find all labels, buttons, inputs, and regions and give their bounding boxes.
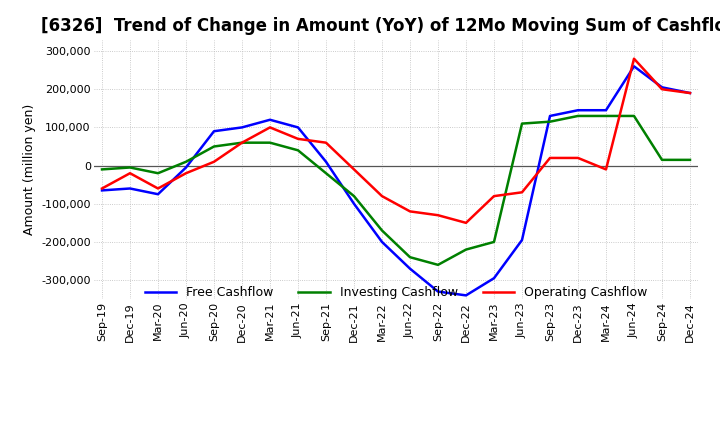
Operating Cashflow	[462, 220, 470, 225]
Operating Cashflow	[574, 155, 582, 161]
Investing Cashflow	[405, 255, 414, 260]
Operating Cashflow	[490, 194, 498, 199]
Investing Cashflow	[294, 148, 302, 153]
Operating Cashflow	[98, 186, 107, 191]
Investing Cashflow	[433, 262, 442, 268]
Operating Cashflow	[181, 171, 190, 176]
Free Cashflow	[126, 186, 135, 191]
Line: Investing Cashflow: Investing Cashflow	[102, 116, 690, 265]
Free Cashflow	[98, 188, 107, 193]
Operating Cashflow	[238, 140, 246, 145]
Free Cashflow	[238, 125, 246, 130]
Investing Cashflow	[153, 171, 162, 176]
Operating Cashflow	[153, 186, 162, 191]
Legend: Free Cashflow, Investing Cashflow, Operating Cashflow: Free Cashflow, Investing Cashflow, Opera…	[140, 282, 652, 304]
Investing Cashflow	[322, 171, 330, 176]
Free Cashflow	[685, 90, 694, 95]
Operating Cashflow	[546, 155, 554, 161]
Free Cashflow	[350, 201, 359, 206]
Investing Cashflow	[462, 247, 470, 252]
Investing Cashflow	[238, 140, 246, 145]
Operating Cashflow	[630, 56, 639, 61]
Investing Cashflow	[518, 121, 526, 126]
Investing Cashflow	[210, 144, 218, 149]
Investing Cashflow	[490, 239, 498, 245]
Operating Cashflow	[657, 87, 666, 92]
Free Cashflow	[433, 289, 442, 294]
Operating Cashflow	[294, 136, 302, 142]
Operating Cashflow	[433, 213, 442, 218]
Title: [6326]  Trend of Change in Amount (YoY) of 12Mo Moving Sum of Cashflows: [6326] Trend of Change in Amount (YoY) o…	[41, 17, 720, 35]
Operating Cashflow	[685, 90, 694, 95]
Investing Cashflow	[685, 157, 694, 162]
Free Cashflow	[153, 191, 162, 197]
Operating Cashflow	[210, 159, 218, 165]
Free Cashflow	[210, 128, 218, 134]
Operating Cashflow	[350, 167, 359, 172]
Free Cashflow	[602, 108, 611, 113]
Free Cashflow	[181, 165, 190, 170]
Free Cashflow	[294, 125, 302, 130]
Investing Cashflow	[630, 114, 639, 119]
Free Cashflow	[266, 117, 274, 122]
Line: Free Cashflow: Free Cashflow	[102, 66, 690, 295]
Operating Cashflow	[126, 171, 135, 176]
Investing Cashflow	[126, 165, 135, 170]
Investing Cashflow	[574, 114, 582, 119]
Free Cashflow	[574, 108, 582, 113]
Operating Cashflow	[266, 125, 274, 130]
Operating Cashflow	[405, 209, 414, 214]
Investing Cashflow	[546, 119, 554, 125]
Line: Operating Cashflow: Operating Cashflow	[102, 59, 690, 223]
Investing Cashflow	[181, 159, 190, 165]
Operating Cashflow	[602, 167, 611, 172]
Operating Cashflow	[322, 140, 330, 145]
Free Cashflow	[630, 64, 639, 69]
Operating Cashflow	[378, 194, 387, 199]
Investing Cashflow	[98, 167, 107, 172]
Y-axis label: Amount (million yen): Amount (million yen)	[22, 104, 36, 235]
Free Cashflow	[657, 84, 666, 90]
Investing Cashflow	[350, 194, 359, 199]
Free Cashflow	[405, 266, 414, 271]
Operating Cashflow	[518, 190, 526, 195]
Investing Cashflow	[378, 228, 387, 233]
Free Cashflow	[546, 114, 554, 119]
Free Cashflow	[462, 293, 470, 298]
Free Cashflow	[322, 159, 330, 165]
Investing Cashflow	[266, 140, 274, 145]
Free Cashflow	[378, 239, 387, 245]
Free Cashflow	[518, 238, 526, 243]
Investing Cashflow	[602, 114, 611, 119]
Free Cashflow	[490, 275, 498, 281]
Investing Cashflow	[657, 157, 666, 162]
